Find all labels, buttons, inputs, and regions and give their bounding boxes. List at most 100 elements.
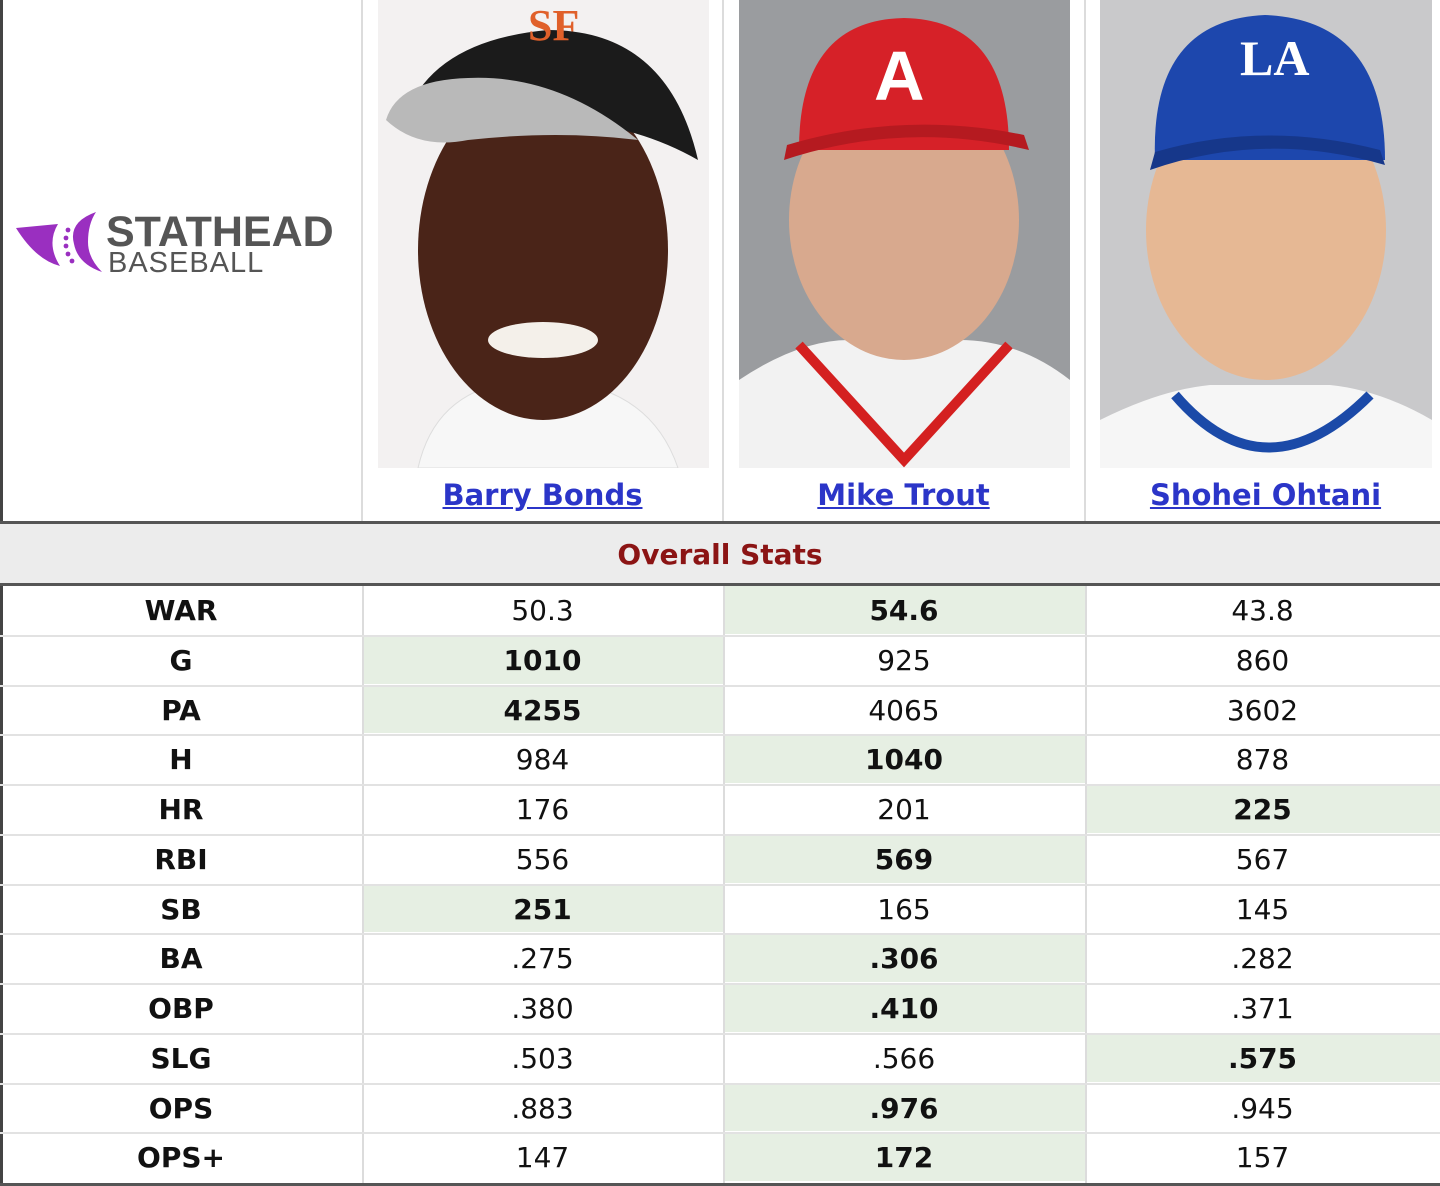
player-photo: A: [739, 0, 1070, 468]
logo-title: STATHEAD: [106, 208, 334, 256]
row-divider: [0, 1132, 1440, 1135]
leader-value: 4255: [362, 685, 723, 734]
divider: [1085, 834, 1087, 885]
stat-value: 165: [877, 892, 931, 926]
stat-value: 567: [1235, 842, 1290, 876]
row-divider: [0, 734, 1440, 737]
leader-value: .306: [723, 934, 1085, 982]
divider: [723, 884, 725, 935]
row-divider: [0, 634, 1440, 637]
divider: [1085, 984, 1087, 1034]
divider: [1085, 735, 1087, 785]
stat-value: 145: [1235, 892, 1290, 926]
stat-value: 176: [515, 793, 570, 826]
stat-value: .503: [511, 1041, 574, 1075]
divider: [362, 785, 364, 835]
section-title: Overall Stats: [0, 524, 1440, 583]
leader-value: .410: [723, 984, 1085, 1032]
stat-value: 50.3: [511, 594, 574, 627]
player-link[interactable]: Shohei Ohtani: [1149, 478, 1382, 512]
divider: [362, 934, 364, 984]
logo-icon: [16, 224, 60, 266]
player-photo: LA: [1100, 0, 1432, 468]
stat-value: .371: [1231, 992, 1294, 1025]
divider: [362, 1133, 364, 1183]
leader-value: 225: [1085, 785, 1440, 833]
stat-value: .945: [1231, 1091, 1294, 1125]
leader-value: 251: [362, 884, 723, 933]
stat-value: 860: [1235, 643, 1290, 677]
stat-value: .566: [872, 1041, 936, 1075]
stat-value: 147: [515, 1141, 570, 1175]
divider: [723, 984, 725, 1034]
row-divider: [0, 883, 1440, 886]
divider: [723, 834, 725, 885]
leader-value: 569: [723, 834, 1085, 883]
stat-value: 43.8: [1231, 594, 1294, 627]
stat-value: 4065: [868, 693, 940, 727]
stat-label: RBI: [154, 842, 208, 876]
stat-label: BA: [159, 942, 203, 976]
divider: [1085, 1133, 1087, 1183]
stat-label: G: [169, 643, 193, 677]
stat-value: .883: [511, 1091, 574, 1125]
stat-value: .380: [511, 992, 574, 1025]
divider: [1085, 785, 1087, 835]
player-photo: SF: [378, 0, 709, 468]
divider: [362, 685, 364, 736]
divider: [1085, 934, 1087, 984]
stat-value: .282: [1231, 942, 1294, 976]
divider: [1085, 884, 1087, 935]
svg-text:LA: LA: [1240, 30, 1309, 86]
stat-label: PA: [161, 693, 201, 727]
logo-subtitle: BASEBALL: [108, 247, 264, 279]
svg-text:A: A: [874, 37, 925, 115]
row-divider: [0, 1082, 1440, 1085]
divider: [1084, 0, 1086, 522]
divider: [362, 586, 364, 636]
divider: [1085, 685, 1087, 736]
svg-text:SF: SF: [528, 1, 579, 50]
divider: [362, 1033, 364, 1084]
stat-label: OPS+: [137, 1141, 225, 1175]
logo-icon: [72, 212, 102, 272]
stat-label: HR: [158, 793, 204, 826]
divider: [723, 635, 725, 686]
divider: [723, 735, 725, 785]
divider: [723, 1033, 725, 1084]
leader-value: .575: [1085, 1033, 1440, 1082]
rule: [0, 521, 1440, 524]
row-divider: [0, 784, 1440, 786]
stat-value: 925: [877, 643, 931, 677]
rule: [0, 583, 1440, 586]
divider: [362, 735, 364, 785]
stat-label: WAR: [144, 594, 218, 627]
divider: [1085, 586, 1087, 636]
logo-stitches: [63, 227, 75, 264]
stat-value: 3602: [1226, 693, 1299, 727]
divider: [723, 934, 725, 984]
rule: [0, 1183, 1440, 1186]
divider: [723, 685, 725, 736]
logo: STATHEAD BASEBALL: [16, 208, 334, 279]
leader-value: .976: [723, 1083, 1085, 1132]
divider: [723, 1083, 725, 1134]
divider: [723, 785, 725, 835]
stat-value: 984: [515, 743, 570, 777]
divider: [722, 0, 724, 522]
stat-value: 556: [515, 842, 570, 876]
divider: [1085, 635, 1087, 686]
player-link[interactable]: Mike Trout: [817, 478, 990, 512]
divider: [1085, 1083, 1087, 1134]
leader-value: 1010: [362, 635, 723, 684]
player-link[interactable]: Barry Bonds: [442, 478, 643, 512]
left-border: [0, 0, 3, 1186]
stat-value: .275: [511, 942, 574, 976]
leader-value: 172: [723, 1133, 1085, 1181]
stat-label: OBP: [148, 992, 214, 1025]
stat-label: H: [169, 743, 193, 777]
stat-label: OPS: [148, 1091, 214, 1125]
stat-label: SB: [160, 892, 202, 926]
divider: [362, 834, 364, 885]
